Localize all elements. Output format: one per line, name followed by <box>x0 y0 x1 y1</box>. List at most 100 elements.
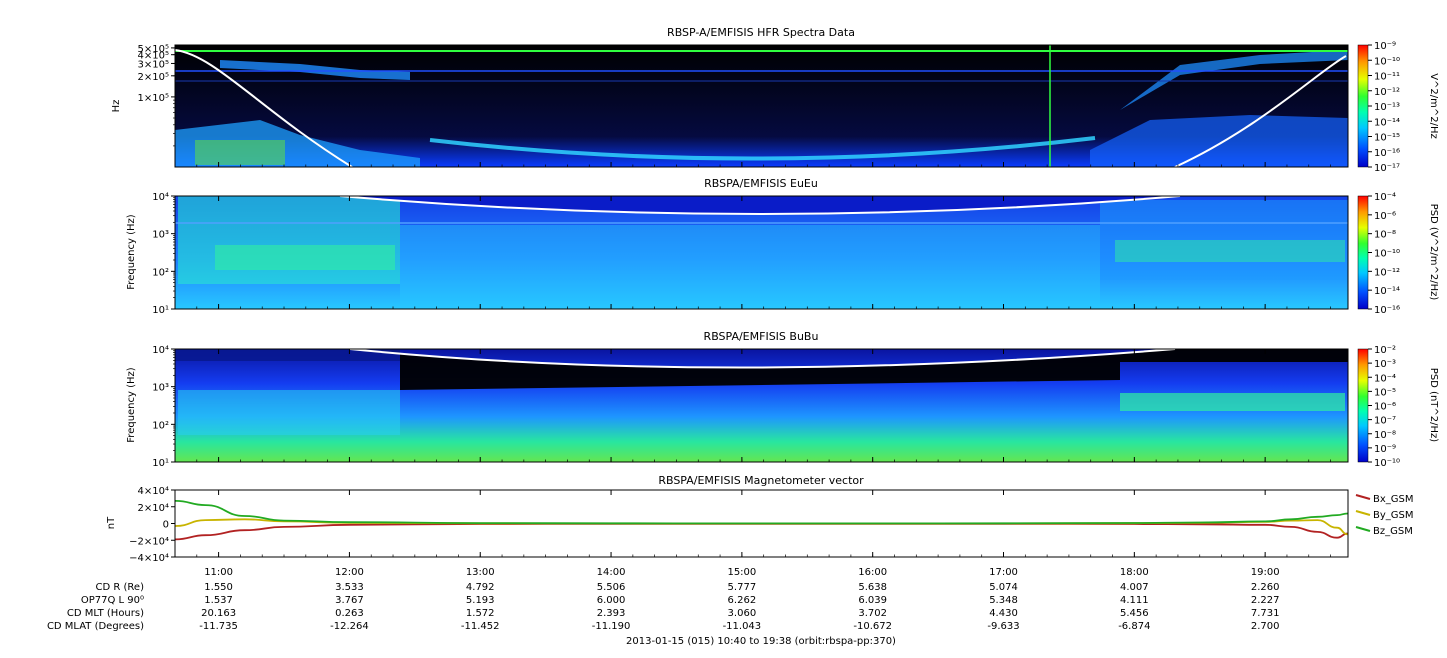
hfr-colorbar <box>1357 44 1369 168</box>
bubu-colorbar-tick-label: 10⁻⁷ <box>1374 416 1396 427</box>
hfr-colorbar-tick-label: 10⁻¹¹ <box>1374 72 1400 83</box>
time-tick-label: 14:00 <box>597 567 626 578</box>
hfr-colorbar-tick-label: 10⁻¹⁴ <box>1374 117 1400 128</box>
hfr-colorbar-ticks: 10⁻⁹ 10⁻¹⁰ 10⁻¹¹ 10⁻¹² 10⁻¹³ 10⁻¹⁴ 10⁻¹⁵ 10⁻¹⁶ 1… <box>1368 41 1400 174</box>
bubu-colorbar-tick-label: 10⁻⁵ <box>1374 387 1396 398</box>
eueu-green-patch-right <box>1115 240 1345 262</box>
mag-y-tick-label: −2×10⁴ <box>129 536 169 547</box>
bubu-dense-left <box>178 390 400 435</box>
hfr-colorbar-label: V^2/m^2/Hz <box>1428 73 1439 139</box>
legend-swatch <box>1355 494 1371 500</box>
time-tick-label: 13:00 <box>466 567 495 578</box>
hfr-bright-band <box>429 136 1096 161</box>
eueu-y-tick-label: 10² <box>152 267 169 278</box>
time-tick-label: 17:00 <box>989 567 1018 578</box>
ephemeris-value: 2.260 <box>1251 582 1280 593</box>
bubu-colorbar-tick-label: 10⁻⁸ <box>1374 430 1396 441</box>
mag-series-bx-gsm <box>175 522 1348 541</box>
time-tick-label: 12:00 <box>335 567 364 578</box>
eueu-y-tick-label: 10³ <box>152 230 169 241</box>
hfr-gyro-curve-right <box>1174 55 1347 167</box>
ephemeris-value: -11.190 <box>592 621 631 632</box>
eueu-colorbar-tick-label: 10⁻¹⁰ <box>1374 249 1400 260</box>
hfr-colorbar-tick-label: 10⁻¹² <box>1374 87 1400 98</box>
hfr-gyro-curve-left <box>175 49 353 167</box>
eueu-colorbar <box>1357 195 1369 310</box>
eueu-colorbar-tick-label: 10⁻¹⁶ <box>1374 305 1400 316</box>
eueu-y-ticks: 10⁴ 10³ 10² 10¹ <box>152 192 175 316</box>
ephemeris-value: 0.263 <box>335 608 364 619</box>
ephemeris-value: 4.792 <box>466 582 495 593</box>
eueu-colorbar-tick-label: 10⁻⁴ <box>1374 192 1396 203</box>
bubu-y-tick-label: 10³ <box>152 383 169 394</box>
ephemeris-value: 4.007 <box>1120 582 1149 593</box>
ephemeris-row-label: OP77Q L 90⁰ <box>81 595 144 606</box>
bubu-colorbar-tick-label: 10⁻² <box>1374 345 1396 356</box>
bubu-y-label: Frequency (Hz) <box>126 367 137 443</box>
hfr-frame <box>174 44 1349 168</box>
time-tick-label: 18:00 <box>1120 567 1149 578</box>
bubu-colorbar-ticks: 10⁻² 10⁻³ 10⁻⁴ 10⁻⁵ 10⁻⁶ 10⁻⁷ 10⁻⁸ 10⁻⁹ 10⁻¹⁰ <box>1368 345 1400 469</box>
hfr-panel: RBSP-A/EMFISIS HFR Spectra Data 5×10⁵4×1… <box>111 26 1439 174</box>
eueu-colorbar-tick-label: 10⁻¹⁴ <box>1374 286 1400 297</box>
time-tick-label: 16:00 <box>858 567 887 578</box>
bubu-gyro-curve <box>349 349 1176 369</box>
ephemeris-value: 6.039 <box>858 595 887 606</box>
time-tick-label: 11:00 <box>204 567 233 578</box>
eueu-frame <box>174 195 1349 310</box>
time-axis-labels: 11:00 12:00 13:00 14:00 15:00 16:00 17:00 18:00… <box>204 567 1279 578</box>
ephemeris-value: -11.452 <box>461 621 500 632</box>
eueu-colorbar-tick-label: 10⁻¹² <box>1374 267 1400 278</box>
bubu-colorbar-tick-label: 10⁻⁴ <box>1374 373 1396 384</box>
hfr-upper-emission-right <box>1120 50 1348 110</box>
hfr-colorbar-tick-label: 10⁻⁹ <box>1374 41 1396 52</box>
bubu-y-tick-label: 10² <box>152 420 169 431</box>
ephemeris-row-label: CD MLT (Hours) <box>67 608 144 619</box>
ephemeris-value: -9.633 <box>987 621 1019 632</box>
legend-swatch <box>1355 526 1371 532</box>
ephemeris-value: 5.638 <box>858 582 887 593</box>
bubu-colorbar-tick-label: 10⁻⁹ <box>1374 444 1396 455</box>
ephemeris-value: -12.264 <box>330 621 369 632</box>
ephemeris-value: 2.393 <box>597 608 626 619</box>
ephemeris-value: 4.111 <box>1120 595 1149 606</box>
bubu-dark-left <box>175 349 400 361</box>
time-axis-ticks <box>196 45 1331 557</box>
eueu-colorbar-label: PSD (V^2/m^2/Hz) <box>1428 204 1439 301</box>
time-tick-label: 15:00 <box>727 567 756 578</box>
hfr-y-tick-label: 3×10⁵ <box>138 59 169 70</box>
ephemeris-value: 20.163 <box>201 608 236 619</box>
bubu-y-ticks: 10⁴ 10³ 10² 10¹ <box>152 345 175 469</box>
bubu-y-tick-label: 10¹ <box>152 458 169 469</box>
bubu-green-patch-right <box>1120 393 1345 411</box>
ephemeris-value: 5.456 <box>1120 608 1149 619</box>
legend-label: By_GSM <box>1373 510 1414 521</box>
ephemeris-value: 6.000 <box>597 595 626 606</box>
mag-title: RBSPA/EMFISIS Magnetometer vector <box>658 474 864 487</box>
hfr-y-tick-label: 4×10⁵ <box>138 51 169 62</box>
ephemeris-value: 3.060 <box>728 608 757 619</box>
ephemeris-value: 5.193 <box>466 595 495 606</box>
eueu-panel: RBSPA/EMFISIS EuEu 10⁴ 10³ 10² 10¹ Frequenc… <box>126 177 1439 316</box>
mag-y-ticks: 4×10⁴ 2×10⁴ 0 −2×10⁴ −4×10⁴ <box>129 486 175 564</box>
ephemeris-value: 3.702 <box>858 608 887 619</box>
ephemeris-row-label: CD R (Re) <box>96 582 145 593</box>
bubu-title: RBSPA/EMFISIS BuBu <box>704 330 819 343</box>
mag-y-tick-label: −4×10⁴ <box>129 553 169 564</box>
eueu-y-tick-label: 10¹ <box>152 305 169 316</box>
hfr-y-tick-label: 1×10⁵ <box>138 93 169 104</box>
hfr-y-tick-label: 2×10⁵ <box>138 72 169 83</box>
ephemeris-value: 1.550 <box>204 582 233 593</box>
bubu-y-tick-label: 10⁴ <box>152 345 169 356</box>
bubu-colorbar <box>1357 348 1369 463</box>
mag-y-label: nT <box>106 516 117 529</box>
ephemeris-value: 7.731 <box>1251 608 1280 619</box>
ephemeris-row-label: CD MLAT (Degrees) <box>47 621 144 632</box>
eueu-y-label: Frequency (Hz) <box>126 214 137 290</box>
legend-label: Bx_GSM <box>1373 494 1414 505</box>
eueu-dense-left <box>178 196 400 284</box>
ephemeris-value: 3.767 <box>335 595 364 606</box>
ephemeris-value: -10.672 <box>853 621 892 632</box>
ephemeris-value: 1.572 <box>466 608 495 619</box>
